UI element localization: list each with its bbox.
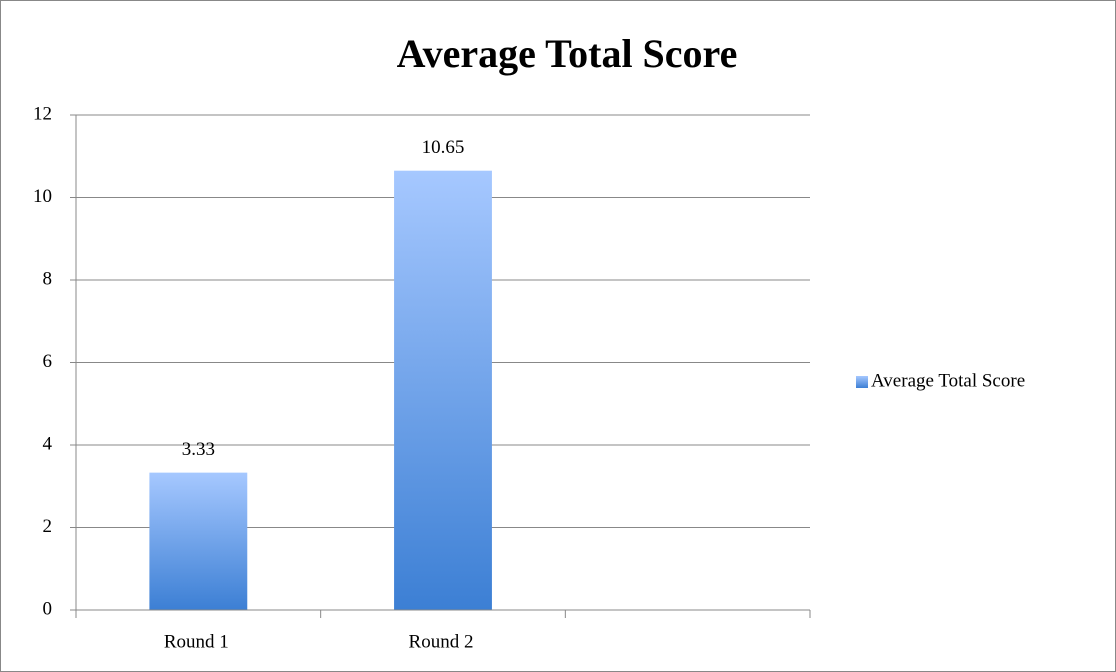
y-tick-label: 4 xyxy=(43,433,53,454)
chart-title: Average Total Score xyxy=(397,31,738,76)
bar xyxy=(149,472,248,610)
y-tick-label: 2 xyxy=(43,516,53,537)
y-tick-label: 0 xyxy=(43,598,53,619)
legend-label: Average Total Score xyxy=(871,370,1025,391)
legend-swatch xyxy=(856,376,868,388)
y-tick-label: 10 xyxy=(33,186,52,207)
x-tick-label: Round 1 xyxy=(164,631,229,652)
data-label: 3.33 xyxy=(182,439,215,460)
bar xyxy=(394,170,492,610)
y-tick-label: 8 xyxy=(43,268,53,289)
y-tick-label: 6 xyxy=(43,351,53,372)
x-tick-label: Round 2 xyxy=(409,631,474,652)
y-tick-label: 12 xyxy=(33,103,52,124)
data-label: 10.65 xyxy=(422,137,465,158)
